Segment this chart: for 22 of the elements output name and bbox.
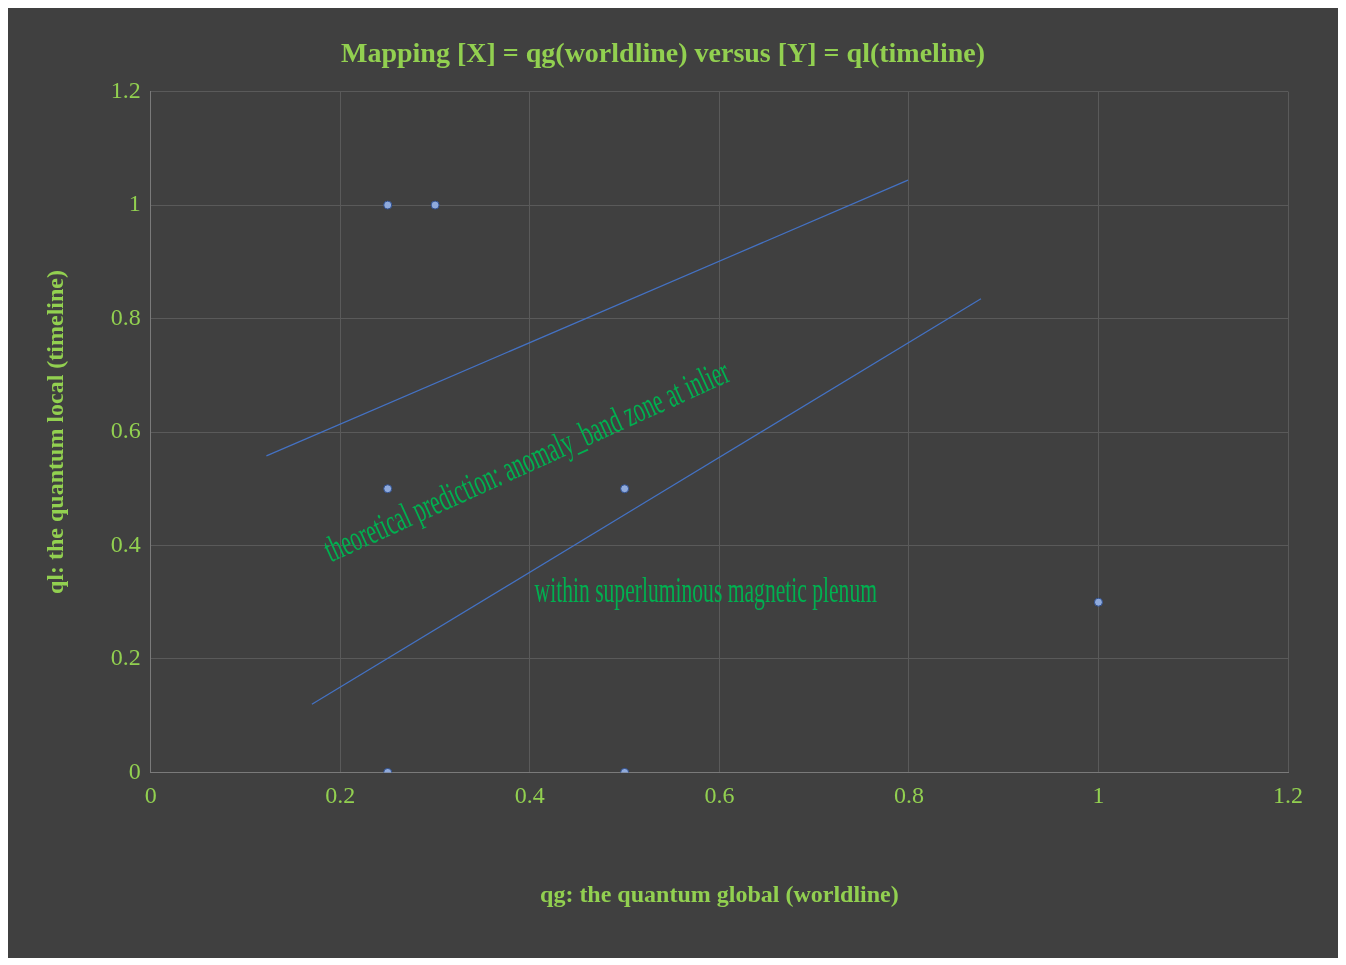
x-tick-label: 1 [1092,782,1105,809]
y-axis-title: ql: the quantum local (timeline) [41,270,68,594]
y-tick-label: 0.6 [110,417,141,444]
x-axis-title: qg: the quantum global (worldline) [540,880,899,907]
y-tick-label: 0.8 [110,303,141,330]
x-tick-label: 1.2 [1273,782,1303,809]
point [383,200,393,210]
point [1093,597,1103,607]
x-tick-label: 0.2 [325,782,356,809]
x-tick-label: 0.6 [704,782,735,809]
y-tick-label: 1.2 [110,76,141,103]
point [430,200,440,210]
y-tick-label: 0 [128,757,141,784]
chart-title: Mapping [X] = qg(worldline) versus [Y] = ql(timeline) [341,37,985,69]
x-tick-label: 0.8 [893,782,924,809]
annotation: within superluminous magnetic plenum [534,570,877,610]
x-tick-label: 0.4 [514,782,545,809]
point [620,484,630,494]
y-tick-label: 0.4 [110,530,141,557]
point [383,484,393,494]
y-tick-label: 1 [128,190,141,217]
y-tick-label: 0.2 [110,644,141,671]
